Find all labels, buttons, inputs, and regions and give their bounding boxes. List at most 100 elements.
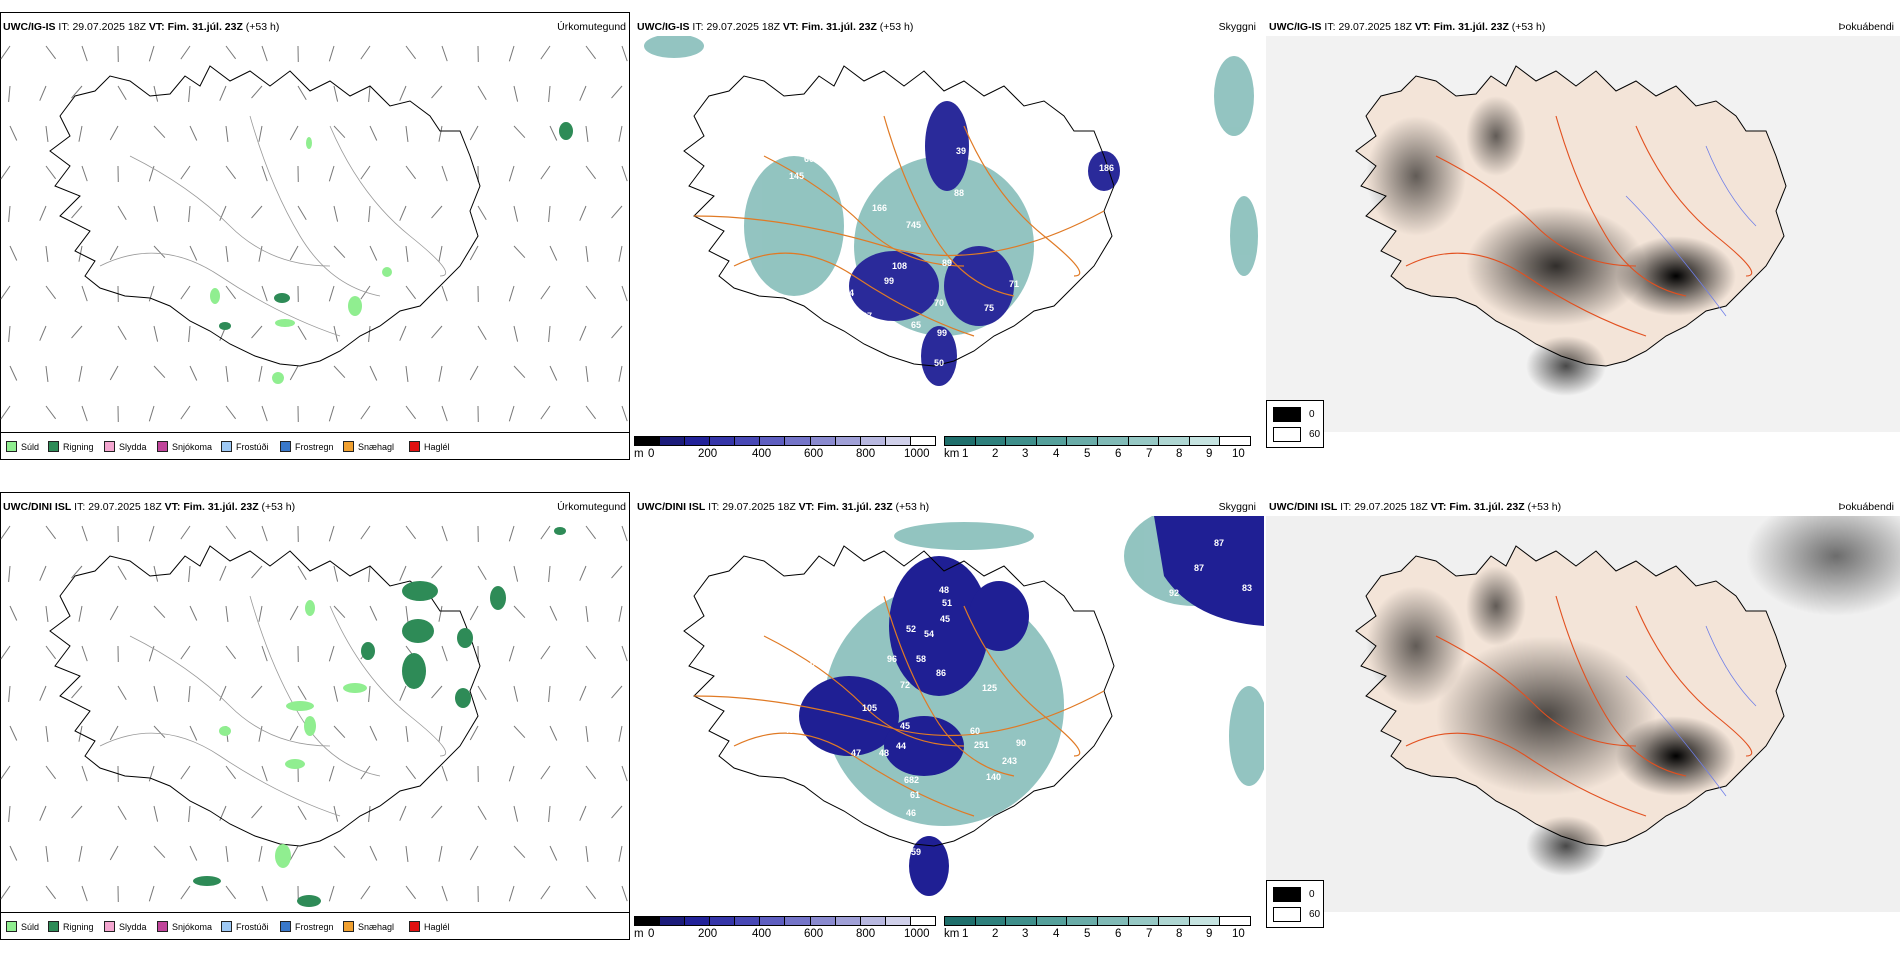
wind-barb (252, 566, 262, 578)
wind-barb (10, 126, 17, 141)
wind-barb (509, 46, 514, 61)
wind-barb (40, 86, 46, 101)
colorbar-swatch (1006, 917, 1037, 925)
wind-barb (370, 126, 377, 141)
ceiling-label: 63 (810, 658, 820, 668)
wind-barb (298, 806, 306, 820)
wind-barb (110, 126, 118, 140)
ceiling-tick: 600 (804, 448, 823, 460)
wind-barb (370, 606, 377, 621)
ceiling-unit: m (634, 928, 644, 940)
colorbar-swatch (660, 437, 685, 445)
wind-barb (550, 606, 557, 621)
model-name: UWC/DINI ISL (1269, 501, 1337, 513)
wind-barb (10, 606, 17, 621)
panel-title: UWC/IG-IS IT: 29.07.2025 18Z VT: Fim. 31… (1269, 21, 1545, 33)
wind-barb (439, 126, 442, 142)
visibility-tick: 3 (1022, 928, 1028, 940)
wind-barb (79, 846, 82, 862)
wind-barb (470, 726, 478, 740)
wind-barb (334, 206, 338, 222)
wind-barb (46, 286, 56, 299)
fog-legend-label: 0 (1309, 889, 1315, 900)
wind-barb (406, 126, 408, 142)
fog-swatch (1273, 427, 1301, 442)
visibility-colorbar-swatches (944, 436, 1251, 446)
visibility-tick: 1 (962, 448, 968, 460)
ceiling-tick: 1000 (904, 928, 930, 940)
colorbar-swatch (1129, 917, 1160, 925)
wind-barb (298, 206, 306, 220)
wind-barb (550, 246, 557, 261)
wind-barb (361, 46, 370, 59)
wind-barb (439, 846, 442, 862)
wind-barb (226, 126, 228, 142)
ceiling-label: 104 (1129, 163, 1144, 173)
ceiling-label: 728 (1050, 760, 1065, 770)
precip-legend-label: Rigning (63, 922, 94, 932)
precip-type-panel: UWC/IG-IS IT: 29.07.2025 18Z VT: Fim. 31… (0, 12, 632, 484)
precip-legend-swatch (6, 441, 17, 452)
wind-barb (9, 86, 10, 102)
wind-barb (541, 646, 550, 659)
ceiling-colorbar-swatches (634, 916, 936, 926)
wind-barb (262, 766, 267, 781)
wind-barb (1, 526, 10, 539)
visibility-unit: km (944, 928, 959, 940)
wind-barb (514, 366, 525, 378)
colorbar-swatch (1067, 917, 1098, 925)
wind-barb (586, 406, 596, 419)
wind-barb (290, 126, 298, 140)
ceiling-tick: 0 (648, 448, 654, 460)
wind-barb (406, 606, 408, 622)
ceiling-unit: m (634, 448, 644, 460)
wind-barb (149, 46, 154, 61)
ceiling-label: 86 (936, 668, 946, 678)
wind-barb (72, 686, 82, 698)
wind-barb (298, 566, 306, 580)
wind-barbs (1, 526, 627, 902)
ceiling-label: 92 (1169, 588, 1179, 598)
it-value: 29.07.2025 18Z (72, 21, 146, 33)
iceland-map: 87 87 92 83 80 48 51 45 54 52 96 58 86 7… (634, 516, 1264, 912)
wind-barb (442, 646, 447, 661)
ceiling-label: 52 (909, 348, 919, 358)
colorbar-swatch (886, 917, 911, 925)
wind-barb (149, 406, 154, 421)
wind-barb (619, 846, 622, 862)
wind-barb (580, 86, 586, 101)
wind-barb (79, 126, 82, 142)
vt-value: Fim. 31.júl. 23Z (817, 501, 892, 513)
ceiling-tick: 200 (698, 448, 717, 460)
wind-barb (40, 566, 46, 581)
wind-barb (470, 366, 478, 380)
ceiling-label: 51 (942, 598, 952, 608)
wind-barb (478, 566, 486, 580)
wind-barb (586, 286, 596, 299)
wind-barb (72, 806, 82, 818)
wind-barb (46, 246, 48, 262)
roads (100, 596, 446, 816)
wind-barb (46, 766, 56, 779)
ceiling-label: 45 (940, 614, 950, 624)
wind-barb (406, 886, 416, 899)
wind-barb (370, 846, 377, 861)
fog-swatch (1273, 887, 1301, 902)
colorbar-swatch (836, 917, 861, 925)
wind-barb (154, 846, 165, 858)
colorbar-swatch (735, 437, 760, 445)
visibility-tick: 9 (1206, 448, 1212, 460)
wind-barb (154, 726, 165, 738)
wind-barb (514, 126, 525, 138)
field-name: Úrkomutegund (557, 21, 626, 33)
precip-legend-swatch (48, 441, 59, 452)
wind-barb (189, 206, 190, 222)
model-name: UWC/DINI ISL (637, 501, 705, 513)
fog-legend: 0 60 (1266, 880, 1324, 928)
wind-barb (189, 86, 190, 102)
wind-barb (442, 406, 447, 421)
fog-legend-label: 60 (1309, 909, 1320, 920)
wind-barb (154, 686, 158, 702)
wind-barb (181, 46, 190, 59)
wind-barb (154, 326, 158, 342)
